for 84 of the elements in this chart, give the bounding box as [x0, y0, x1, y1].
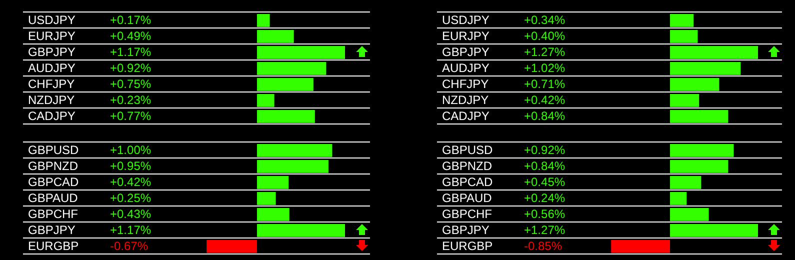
data-label: +0.40%	[524, 29, 566, 44]
y-tick-label: GBPJPY	[442, 45, 490, 60]
y-tick-label: GBPCAD	[28, 175, 80, 190]
bar	[257, 192, 276, 205]
bar	[670, 192, 687, 205]
y-tick-label: GBPUSD	[28, 143, 80, 158]
data-label: +1.02%	[524, 61, 566, 76]
y-tick-label: EURGBP	[442, 239, 493, 254]
bar	[670, 208, 709, 221]
y-tick-label: AUDJPY	[28, 61, 76, 76]
y-tick-label: GBPCHF	[442, 207, 492, 222]
y-tick-label: GBPJPY	[28, 45, 76, 60]
y-tick-label: EURGBP	[28, 239, 79, 254]
bar	[257, 208, 290, 221]
bar	[670, 78, 720, 91]
y-tick-label: GBPJPY	[28, 223, 76, 238]
data-label: +1.17%	[110, 45, 152, 60]
bar	[257, 110, 315, 123]
data-label: +0.34%	[524, 13, 566, 28]
bar	[670, 30, 698, 43]
y-tick-label: GBPCHF	[28, 207, 78, 222]
data-label: +0.23%	[110, 93, 152, 108]
data-label: +0.24%	[524, 191, 566, 206]
bar	[257, 46, 345, 59]
data-label: +0.49%	[110, 29, 152, 44]
bar	[257, 78, 314, 91]
y-tick-label: CADJPY	[442, 109, 490, 124]
data-label: -0.85%	[524, 239, 562, 254]
data-label: +0.77%	[110, 109, 152, 124]
data-label: +0.25%	[110, 191, 152, 206]
data-label: +0.42%	[110, 175, 152, 190]
bar	[670, 62, 741, 75]
data-label: +0.92%	[524, 143, 566, 158]
bar	[257, 14, 270, 27]
data-label: +0.84%	[524, 159, 566, 174]
bar	[670, 110, 728, 123]
data-label: +0.84%	[524, 109, 566, 124]
bar	[257, 176, 289, 189]
bar	[257, 62, 326, 75]
bar	[206, 240, 257, 253]
y-tick-label: GBPJPY	[442, 223, 490, 238]
y-tick-label: GBPAUD	[442, 191, 492, 206]
bar	[670, 46, 758, 59]
bar	[670, 160, 728, 173]
data-label: +1.17%	[110, 223, 152, 238]
y-tick-label: NZDJPY	[442, 93, 489, 108]
data-label: +1.27%	[524, 45, 566, 60]
bar	[670, 176, 702, 189]
data-label: +0.17%	[110, 13, 152, 28]
data-label: -0.67%	[110, 239, 148, 254]
data-label: +0.95%	[110, 159, 152, 174]
bar	[257, 144, 332, 157]
y-tick-label: AUDJPY	[442, 61, 490, 76]
bar	[670, 224, 758, 237]
y-tick-label: EURJPY	[442, 29, 490, 44]
data-label: +1.27%	[524, 223, 566, 238]
bar	[257, 224, 345, 237]
y-tick-label: CADJPY	[28, 109, 76, 124]
data-label: +0.56%	[524, 207, 566, 222]
bar	[670, 14, 694, 27]
bar	[257, 160, 328, 173]
data-label: +0.71%	[524, 77, 566, 92]
data-label: +1.00%	[110, 143, 152, 158]
y-tick-label: CHFJPY	[442, 77, 489, 92]
bar	[611, 240, 670, 253]
bar	[670, 144, 734, 157]
data-label: +0.45%	[524, 175, 566, 190]
bar	[257, 30, 294, 43]
y-tick-label: GBPUSD	[442, 143, 494, 158]
y-tick-label: EURJPY	[28, 29, 76, 44]
y-tick-label: GBPNZD	[28, 159, 78, 174]
data-label: +0.75%	[110, 77, 152, 92]
y-tick-label: USDJPY	[28, 13, 76, 28]
data-label: +0.42%	[524, 93, 566, 108]
bar	[257, 94, 274, 107]
y-tick-label: USDJPY	[442, 13, 490, 28]
y-tick-label: GBPCAD	[442, 175, 494, 190]
bar	[670, 94, 700, 107]
y-tick-label: GBPAUD	[28, 191, 78, 206]
y-tick-label: CHFJPY	[28, 77, 75, 92]
y-tick-label: GBPNZD	[442, 159, 492, 174]
data-label: +0.43%	[110, 207, 152, 222]
y-tick-label: NZDJPY	[28, 93, 75, 108]
data-label: +0.92%	[110, 61, 152, 76]
